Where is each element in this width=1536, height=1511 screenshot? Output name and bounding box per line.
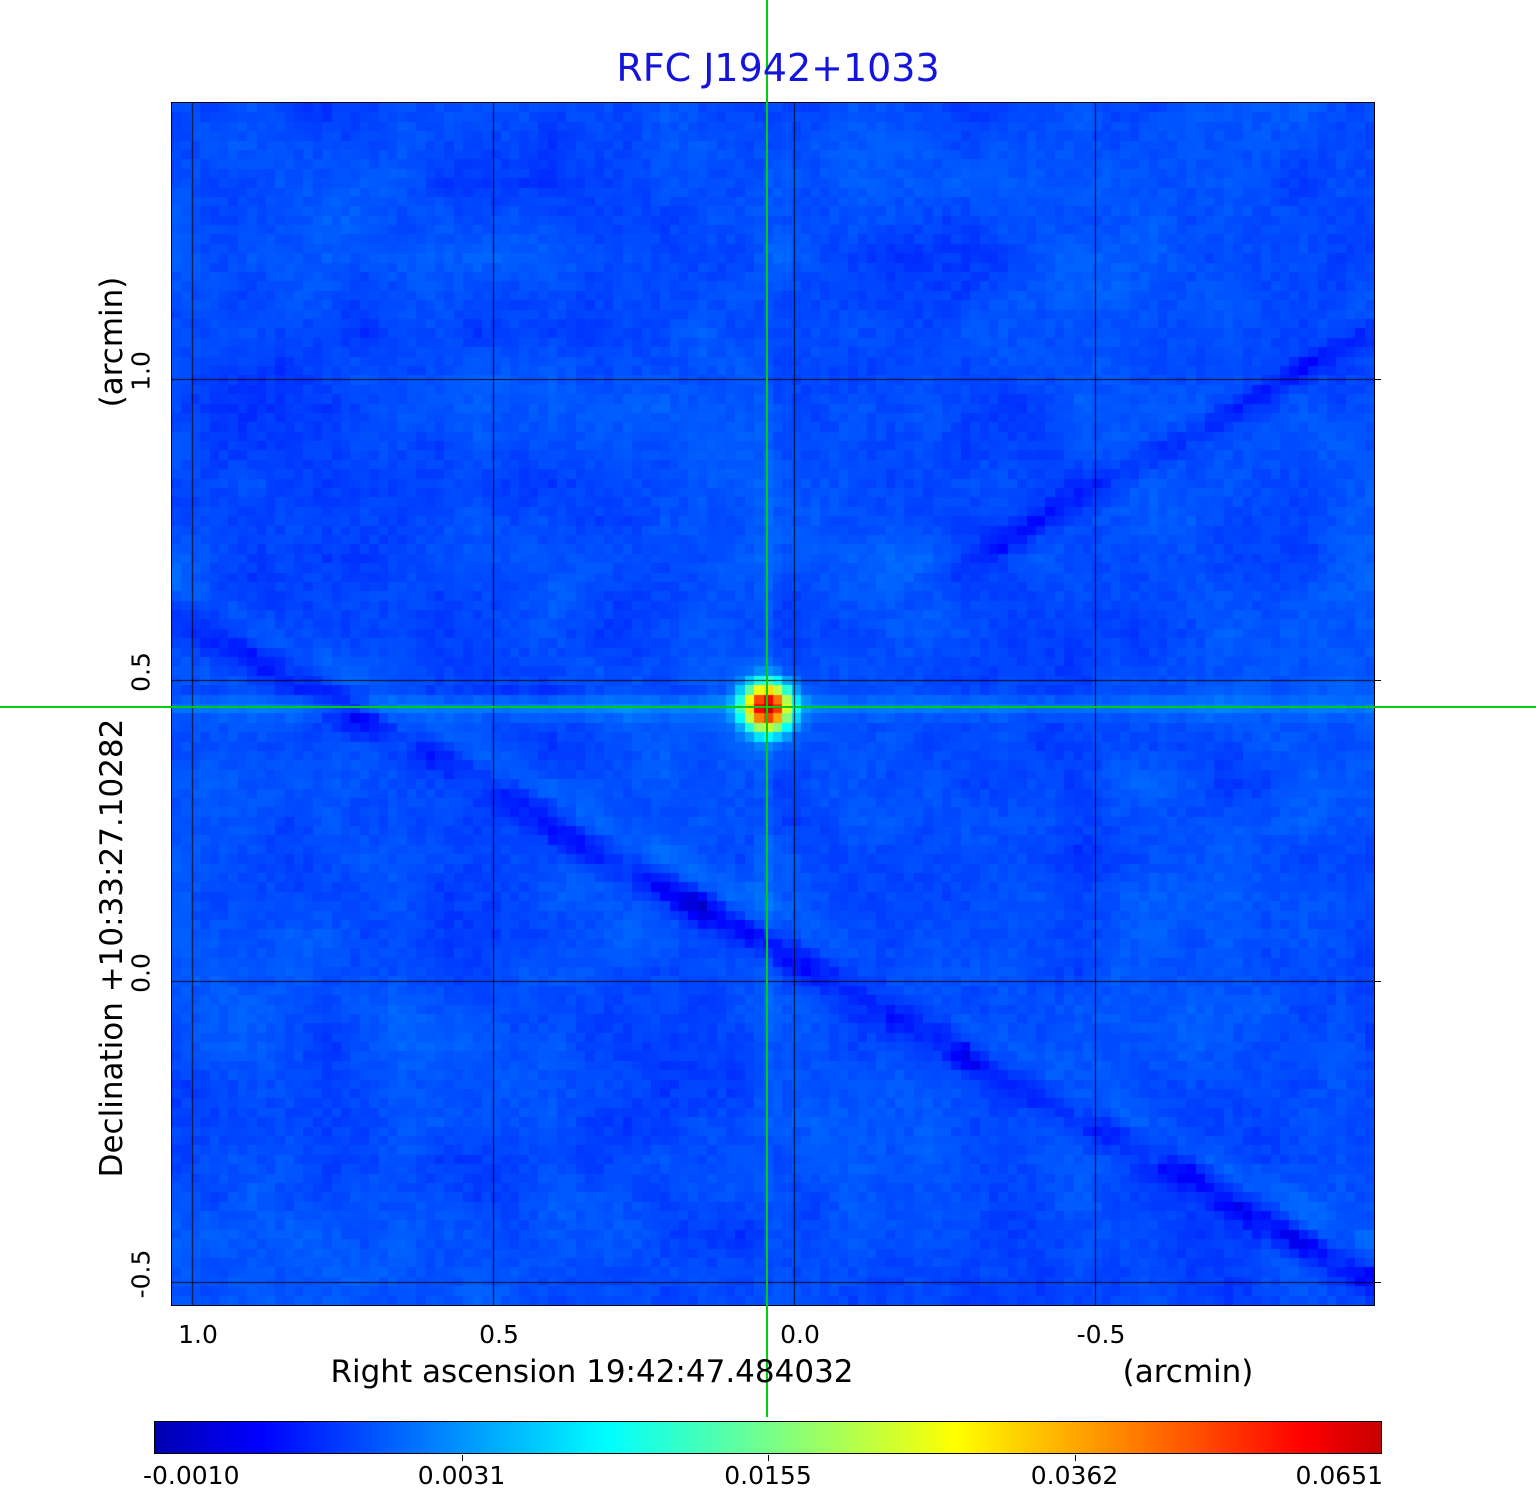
axis-tick xyxy=(1375,379,1381,380)
sky-map-canvas xyxy=(172,103,1374,1305)
axis-tick xyxy=(1375,680,1381,681)
colorbar-label: 0.0651 xyxy=(1295,1461,1383,1490)
x-tick-label: 1.0 xyxy=(178,1320,218,1349)
y-axis-unit-label: (arcmin) xyxy=(94,276,130,408)
colorbar-tick xyxy=(768,1455,769,1461)
colorbar-tick xyxy=(1075,1455,1076,1461)
colorbar-label: 0.0155 xyxy=(724,1461,812,1490)
x-tick-label: -0.5 xyxy=(1076,1320,1126,1349)
colorbar-label: -0.0010 xyxy=(143,1461,240,1490)
x-axis-title: Right ascension 19:42:47.484032 xyxy=(330,1354,854,1390)
x-tick-label: 0.0 xyxy=(780,1320,820,1349)
x-tick-label: 0.5 xyxy=(479,1320,519,1349)
crosshair-horizontal-line xyxy=(0,706,1536,708)
colorbar-canvas xyxy=(155,1422,1381,1453)
x-axis-unit-label: (arcmin) xyxy=(1122,1354,1254,1390)
colorbar-frame xyxy=(154,1421,1382,1454)
y-axis-title: Declination +10:33:27.10282 xyxy=(94,718,130,1178)
figure-title: RFC J1942+1033 xyxy=(616,46,940,90)
y-tick-label: 0.0 xyxy=(126,953,156,993)
y-tick-label: 1.0 xyxy=(126,351,156,391)
axis-tick xyxy=(1375,1282,1381,1283)
crosshair-vertical-line xyxy=(766,0,768,1417)
colorbar-tick xyxy=(462,1455,463,1461)
y-tick-label: 0.5 xyxy=(126,652,156,692)
colorbar-label: 0.0362 xyxy=(1030,1461,1119,1490)
sky-map-frame xyxy=(171,102,1375,1306)
y-tick-label: -0.5 xyxy=(126,1249,156,1299)
axis-tick xyxy=(1375,981,1381,982)
colorbar-label: 0.0031 xyxy=(417,1461,506,1490)
